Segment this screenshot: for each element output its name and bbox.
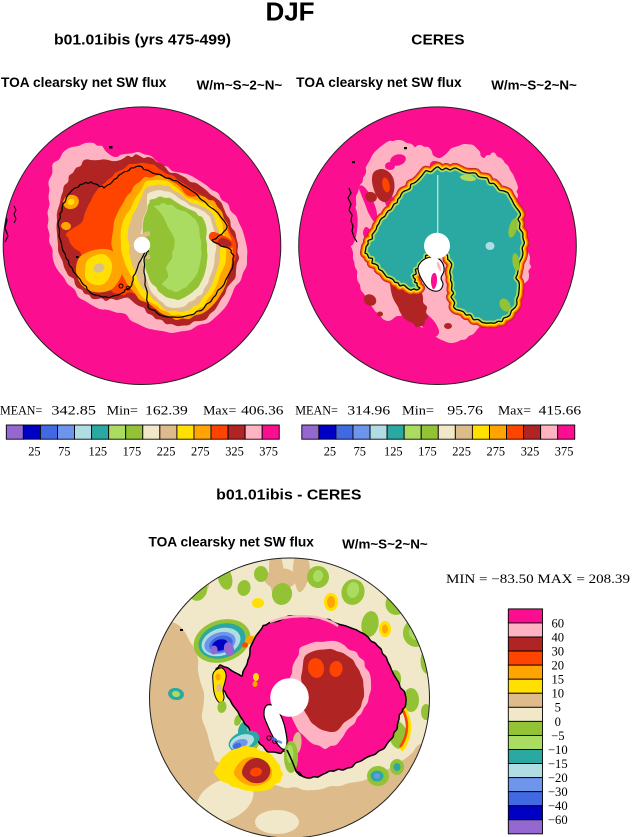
svg-text:−10: −10 xyxy=(548,743,568,757)
svg-text:406.36: 406.36 xyxy=(241,403,283,417)
svg-text:15: 15 xyxy=(552,673,565,687)
svg-text:−5: −5 xyxy=(551,729,564,743)
svg-text:5: 5 xyxy=(555,701,561,715)
svg-text:TOA clearsky net SW flux: TOA clearsky net SW flux xyxy=(149,535,315,550)
svg-text:Max=: Max= xyxy=(203,403,236,417)
svg-text:W/m~S~2~N~: W/m~S~2~N~ xyxy=(197,79,283,93)
svg-text:−15: −15 xyxy=(548,757,568,771)
svg-text:b01.01ibis (yrs 475-499): b01.01ibis (yrs 475-499) xyxy=(54,32,231,48)
svg-text:95.76: 95.76 xyxy=(447,403,483,417)
svg-text:125: 125 xyxy=(384,445,403,459)
svg-text:W/m~S~2~N~: W/m~S~2~N~ xyxy=(491,79,577,93)
svg-text:30: 30 xyxy=(552,644,565,658)
svg-text:20: 20 xyxy=(552,659,565,673)
svg-text:375: 375 xyxy=(555,445,574,459)
svg-text:275: 275 xyxy=(487,445,506,459)
svg-text:MIN = −83.50 MAX = 208.39: MIN = −83.50 MAX = 208.39 xyxy=(446,572,630,586)
svg-text:MEAN=: MEAN= xyxy=(0,403,42,417)
svg-text:TOA clearsky net SW flux: TOA clearsky net SW flux xyxy=(1,75,167,90)
svg-text:25: 25 xyxy=(324,445,336,459)
svg-text:40: 40 xyxy=(552,630,565,644)
svg-text:325: 325 xyxy=(225,445,244,459)
svg-text:314.96: 314.96 xyxy=(347,403,390,417)
svg-text:TOA clearsky net SW flux: TOA clearsky net SW flux xyxy=(296,75,462,90)
svg-text:375: 375 xyxy=(259,445,278,459)
svg-text:−20: −20 xyxy=(548,771,568,785)
svg-text:MEAN=: MEAN= xyxy=(295,403,338,417)
svg-text:60: 60 xyxy=(552,616,565,630)
svg-text:−30: −30 xyxy=(548,785,568,799)
svg-text:342.85: 342.85 xyxy=(51,403,96,417)
svg-text:CERES: CERES xyxy=(411,32,464,48)
svg-text:162.39: 162.39 xyxy=(145,403,188,417)
svg-text:Min=: Min= xyxy=(402,403,434,417)
svg-text:10: 10 xyxy=(552,687,565,701)
svg-text:125: 125 xyxy=(89,445,108,459)
svg-text:25: 25 xyxy=(28,445,40,459)
svg-text:75: 75 xyxy=(58,445,70,459)
svg-text:W/m~S~2~N~: W/m~S~2~N~ xyxy=(342,538,428,552)
svg-text:Min=: Min= xyxy=(107,403,138,417)
svg-text:Max=: Max= xyxy=(498,403,531,417)
svg-text:DJF: DJF xyxy=(265,0,314,26)
svg-text:−40: −40 xyxy=(548,799,568,813)
svg-text:415.66: 415.66 xyxy=(539,403,582,417)
svg-text:b01.01ibis - CERES: b01.01ibis - CERES xyxy=(216,488,361,504)
svg-text:275: 275 xyxy=(191,445,210,459)
svg-text:225: 225 xyxy=(157,445,176,459)
svg-text:0: 0 xyxy=(555,715,561,729)
svg-text:−60: −60 xyxy=(548,813,568,827)
svg-text:75: 75 xyxy=(354,445,366,459)
svg-text:175: 175 xyxy=(123,445,142,459)
svg-text:175: 175 xyxy=(418,445,437,459)
svg-text:325: 325 xyxy=(521,445,540,459)
svg-text:225: 225 xyxy=(452,445,471,459)
